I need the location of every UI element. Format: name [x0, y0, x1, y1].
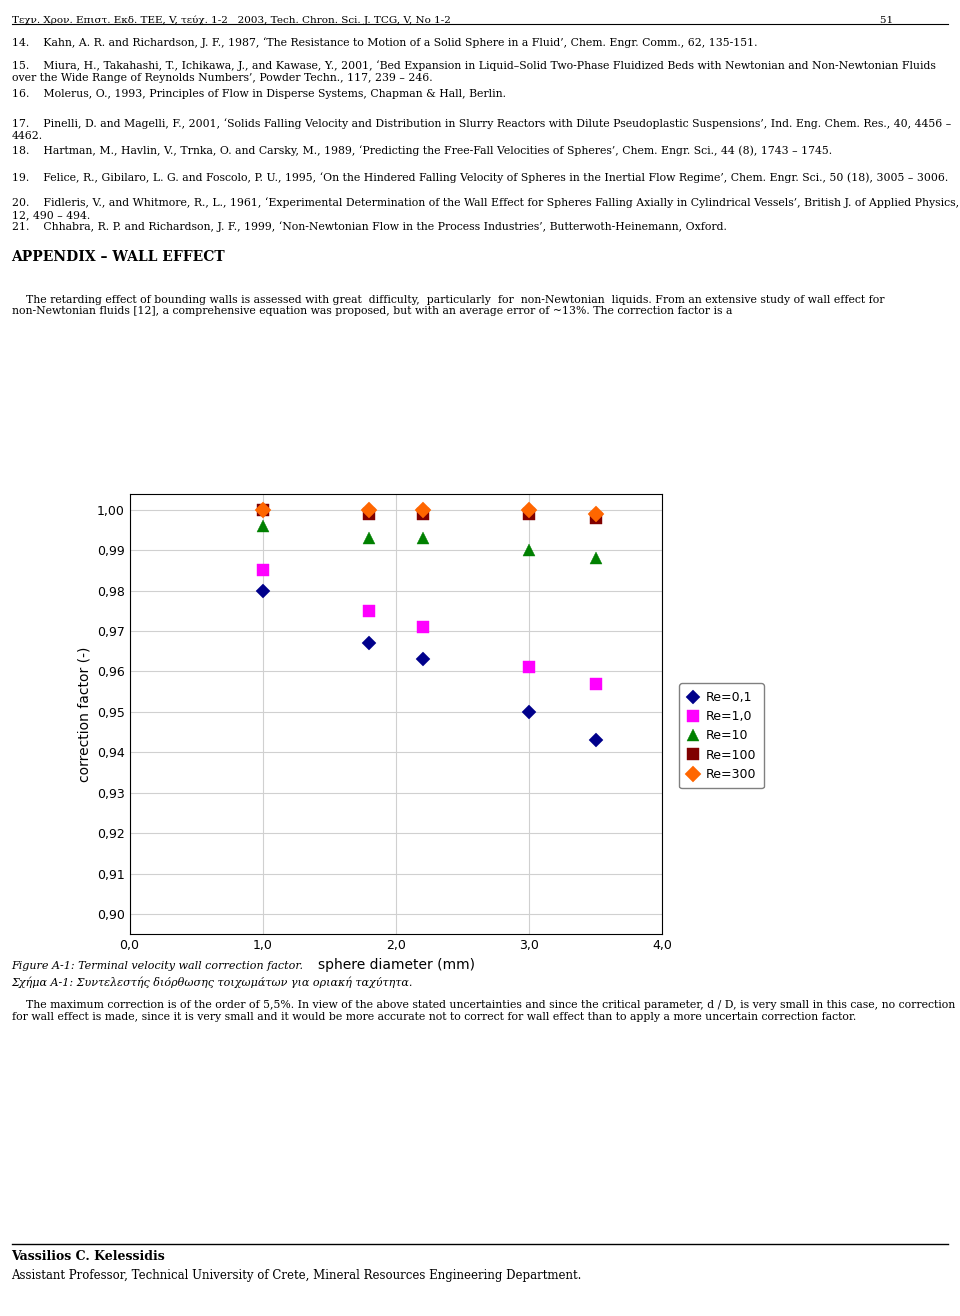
Text: The retarding effect of bounding walls is assessed with great  difficulty,  part: The retarding effect of bounding walls i… [12, 295, 884, 316]
Re=10 [257, 519, 269, 534]
Re=0,1 [364, 636, 375, 651]
Re=300 [364, 501, 375, 517]
Re=0,1 [417, 651, 428, 667]
Re=10 [523, 542, 535, 558]
Text: The maximum correction is of the order of 5,5%. In view of the above stated unce: The maximum correction is of the order o… [12, 1000, 955, 1021]
Re=300 [523, 501, 535, 517]
Re=100 [590, 509, 602, 525]
Text: APPENDIX – WALL EFFECT: APPENDIX – WALL EFFECT [12, 250, 226, 265]
Text: Vassilios C. Kelessidis: Vassilios C. Kelessidis [12, 1250, 165, 1263]
Re=300 [590, 505, 602, 521]
Text: Σχήμα A-1: Συντελεστής διόρθωσης τοιχωμάτων για οριακή ταχύτητα.: Σχήμα A-1: Συντελεστής διόρθωσης τοιχωμά… [12, 976, 413, 988]
Text: 15.    Miura, H., Takahashi, T., Ichikawa, J., and Kawase, Y., 2001, ‘Bed Expans: 15. Miura, H., Takahashi, T., Ichikawa, … [12, 61, 935, 83]
Re=0,1 [590, 732, 602, 747]
Re=100 [523, 505, 535, 521]
Re=0,1 [257, 583, 269, 599]
Re=10 [417, 530, 428, 546]
Re=1,0 [364, 603, 375, 619]
Text: 14.    Kahn, A. R. and Richardson, J. F., 1987, ‘The Resistance to Motion of a S: 14. Kahn, A. R. and Richardson, J. F., 1… [12, 37, 757, 47]
Re=100 [364, 505, 375, 521]
Y-axis label: correction factor (-): correction factor (-) [78, 646, 91, 782]
Line: Re=10: Re=10 [257, 520, 601, 563]
Legend: Re=0,1, Re=1,0, Re=10, Re=100, Re=300: Re=0,1, Re=1,0, Re=10, Re=100, Re=300 [680, 683, 763, 788]
Text: Figure A-1: Terminal velocity wall correction factor.: Figure A-1: Terminal velocity wall corre… [12, 961, 303, 971]
Re=1,0 [523, 659, 535, 675]
Re=1,0 [417, 619, 428, 634]
Line: Re=100: Re=100 [257, 504, 601, 524]
Text: 16.    Molerus, O., 1993, Principles of Flow in Disperse Systems, Chapman & Hall: 16. Molerus, O., 1993, Principles of Flo… [12, 89, 506, 100]
Text: 17.    Pinelli, D. and Magelli, F., 2001, ‘Solids Falling Velocity and Distribut: 17. Pinelli, D. and Magelli, F., 2001, ‘… [12, 118, 950, 141]
Re=1,0 [257, 562, 269, 578]
Line: Re=300: Re=300 [257, 504, 601, 520]
Line: Re=1,0: Re=1,0 [257, 565, 601, 690]
Text: Τεχν. Χρον. Επιστ. Εκδ. ΤΕΕ, V, τεύχ. 1-2   2003, Tech. Chron. Sci. J. TCG, V, N: Τεχν. Χρον. Επιστ. Εκδ. ΤΕΕ, V, τεύχ. 1-… [12, 16, 893, 25]
Re=300 [257, 501, 269, 517]
Line: Re=0,1: Re=0,1 [258, 586, 601, 745]
Re=100 [417, 505, 428, 521]
Re=300 [417, 501, 428, 517]
X-axis label: sphere diameter (mm): sphere diameter (mm) [318, 958, 474, 971]
Text: 18.    Hartman, M., Havlin, V., Trnka, O. and Carsky, M., 1989, ‘Predicting the : 18. Hartman, M., Havlin, V., Trnka, O. a… [12, 145, 831, 155]
Text: Assistant Professor, Technical University of Crete, Mineral Resources Engineerin: Assistant Professor, Technical Universit… [12, 1269, 582, 1282]
Re=10 [364, 530, 375, 546]
Re=1,0 [590, 675, 602, 691]
Text: 21.    Chhabra, R. P. and Richardson, J. F., 1999, ‘Non-Newtonian Flow in the Pr: 21. Chhabra, R. P. and Richardson, J. F.… [12, 221, 727, 232]
Re=10 [590, 550, 602, 566]
Text: 19.    Felice, R., Gibilaro, L. G. and Foscolo, P. U., 1995, ‘On the Hindered Fa: 19. Felice, R., Gibilaro, L. G. and Fosc… [12, 172, 948, 183]
Re=100 [257, 501, 269, 517]
Text: 20.    Fidleris, V., and Whitmore, R., L., 1961, ‘Experimental Determination of : 20. Fidleris, V., and Whitmore, R., L., … [12, 197, 959, 220]
Re=0,1 [523, 704, 535, 720]
